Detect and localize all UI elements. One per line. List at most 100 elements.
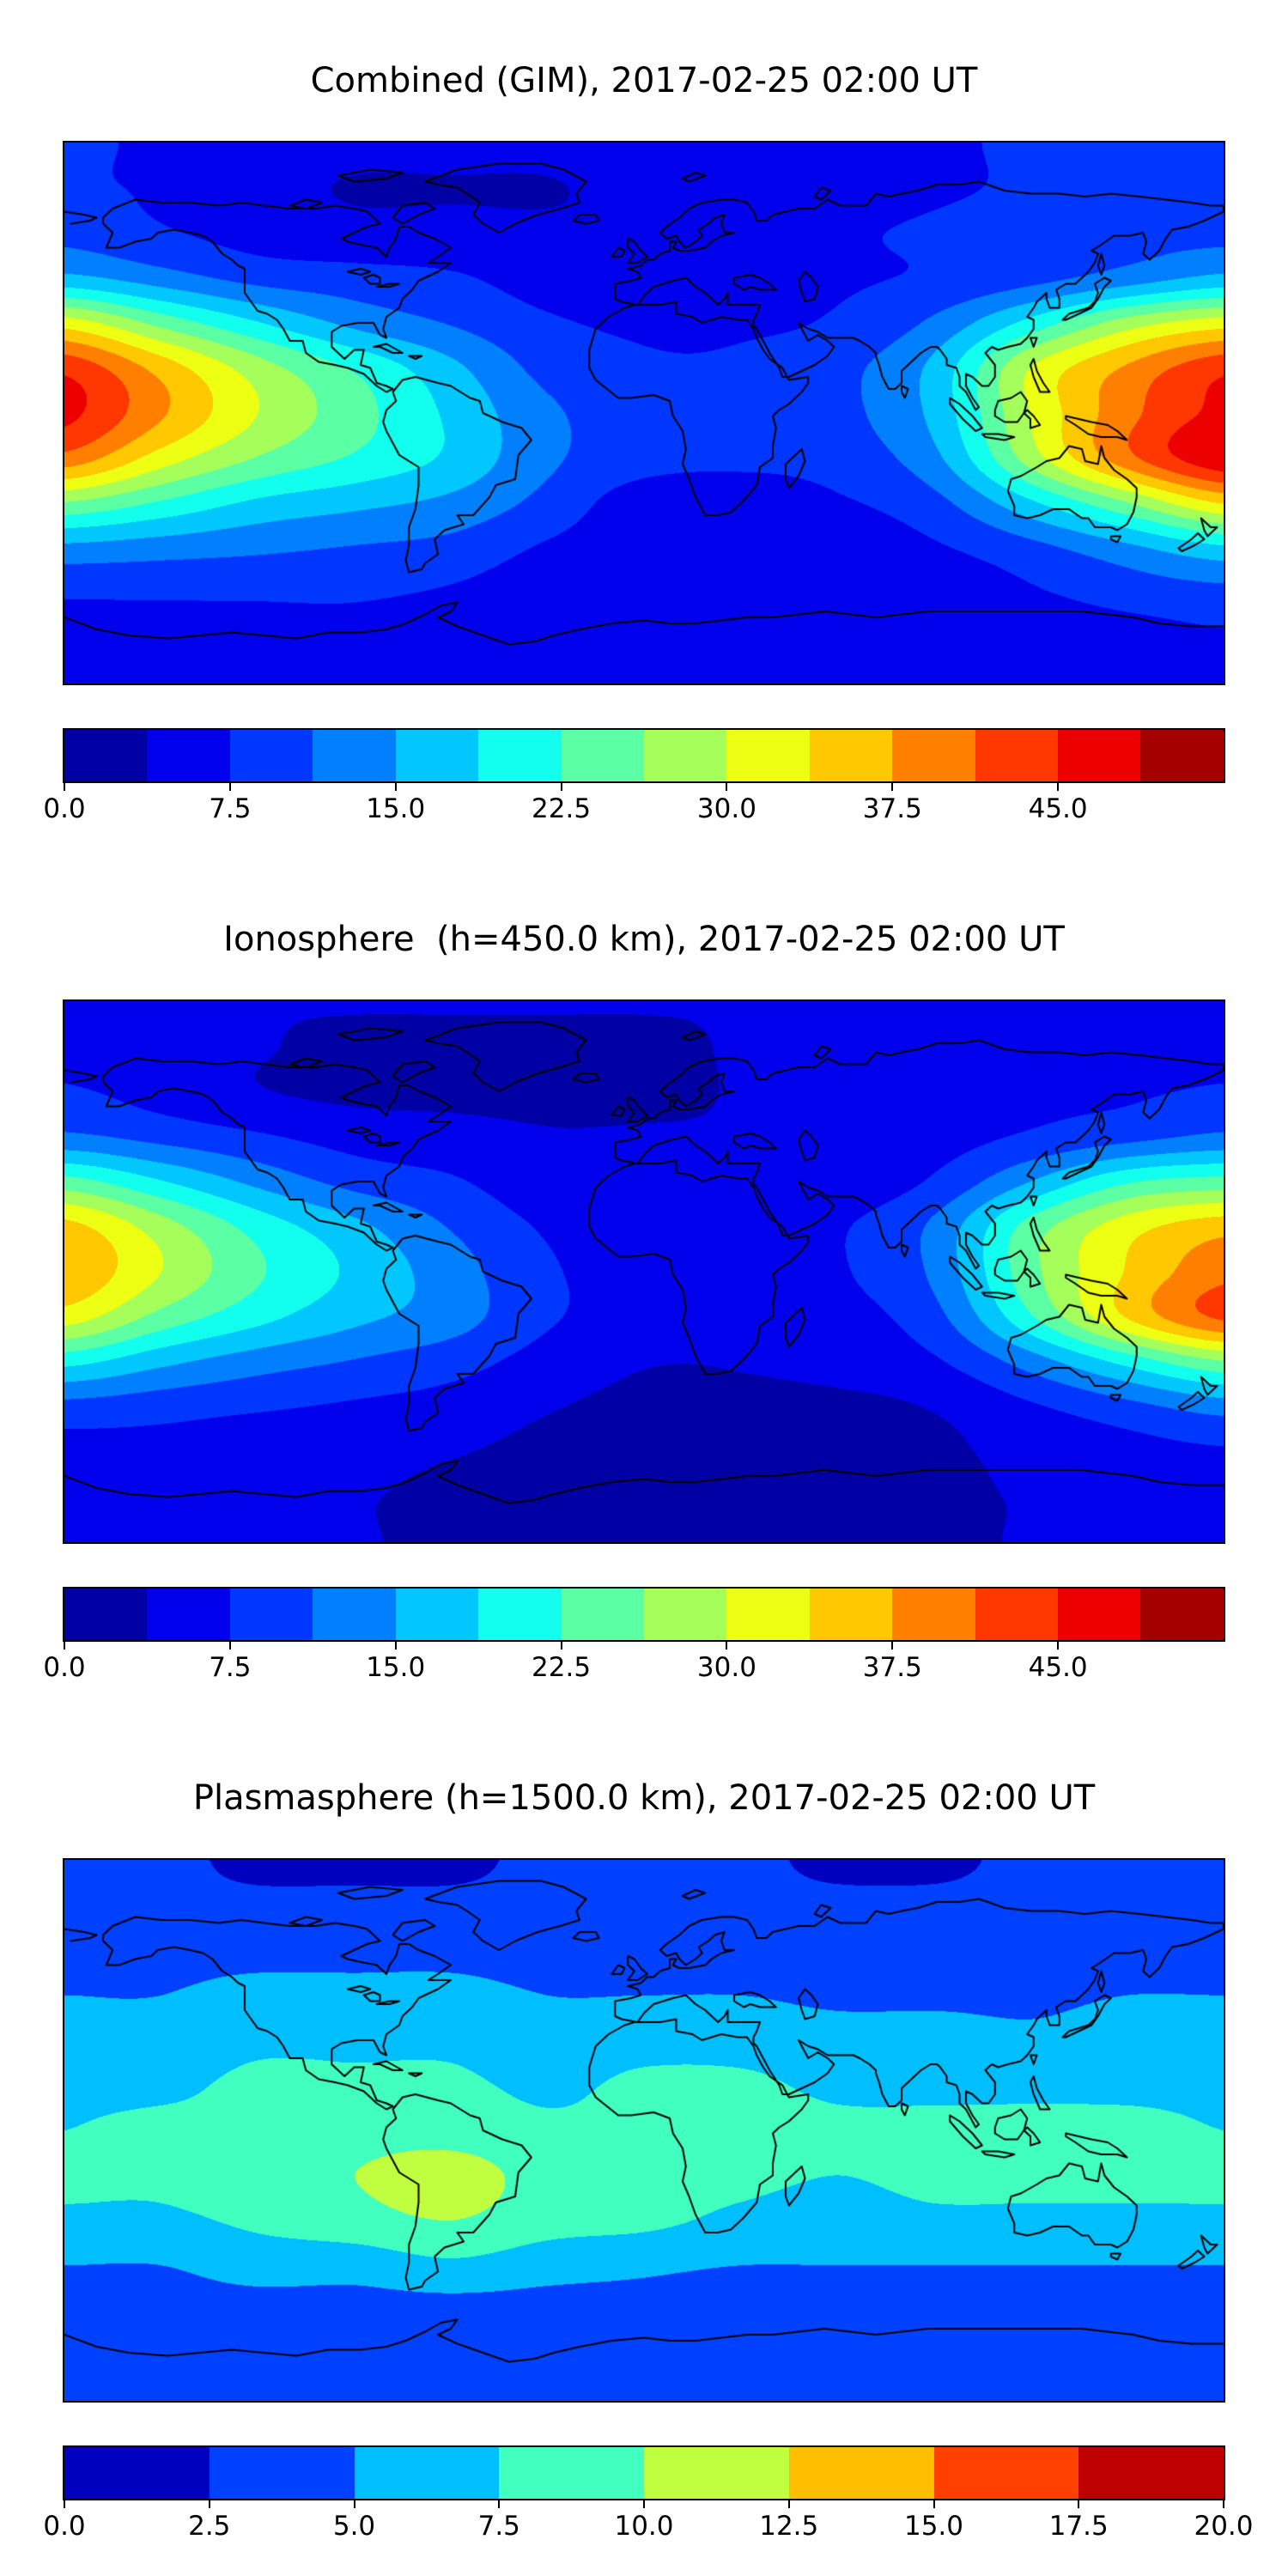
- colorbar-plasmasphere: [63, 2445, 1225, 2500]
- colorbar-segment: [64, 2447, 210, 2499]
- colorbar-segment: [64, 1589, 148, 1640]
- colorbar-tick-mark: [228, 783, 231, 791]
- colorbar-tick-label: 0.0: [43, 1652, 86, 1683]
- colorbar-tick-mark: [933, 2500, 935, 2508]
- colorbar-tick-mark: [643, 2500, 645, 2508]
- colorbar-tick-mark: [64, 783, 65, 791]
- map-canvas-combined: [63, 141, 1225, 685]
- colorbar-segment: [975, 730, 1059, 781]
- colorbar-tick-label: 12.5: [759, 2511, 819, 2542]
- colorbar-tick-label: 10.0: [614, 2511, 674, 2542]
- panel-title-ionosphere: Ionosphere (h=450.0 km), 2017-02-25 02:0…: [223, 920, 1065, 959]
- colorbar-segment: [726, 730, 810, 781]
- panel-combined: Combined (GIM), 2017-02-25 02:00 UT 0.0 7…: [0, 0, 1288, 859]
- colorbar-segment: [1140, 730, 1224, 781]
- colorbar-segment: [788, 2447, 934, 2499]
- colorbar-segment: [809, 1589, 893, 1640]
- colorbar-tick-mark: [353, 2500, 355, 2508]
- colorbar-tick-mark: [228, 1642, 231, 1649]
- colorbar-segment: [1058, 1589, 1141, 1640]
- colorbar-segment: [1058, 730, 1141, 781]
- colorbar-segment: [561, 1589, 644, 1640]
- colorbar-segment: [64, 730, 148, 781]
- colorbar-tick-label: 45.0: [1028, 793, 1088, 824]
- colorbar-segment: [644, 2447, 789, 2499]
- colorbar-tick-mark: [560, 1642, 562, 1649]
- colorbar-segment: [1140, 1589, 1224, 1640]
- colorbar-wrap-combined: 0.0 7.5 15.0 22.5 30.0 37.5 45.0: [43, 728, 1225, 828]
- colorbar-tick-label: 7.5: [477, 2511, 520, 2542]
- colorbar-tick-mark: [64, 1642, 65, 1649]
- colorbar-tick-label: 22.5: [532, 793, 592, 824]
- panel-ionosphere: Ionosphere (h=450.0 km), 2017-02-25 02:0…: [0, 859, 1288, 1717]
- colorbar-tick-mark: [1223, 2500, 1224, 2508]
- colorbar-segment: [561, 730, 644, 781]
- colorbar-segment: [229, 730, 313, 781]
- colorbar-tick-label: 15.0: [366, 793, 426, 824]
- colorbar-tick-label: 7.5: [209, 1652, 252, 1683]
- colorbar-segment: [229, 1589, 313, 1640]
- panel-plasmasphere: Plasmasphere (h=1500.0 km), 2017-02-25 0…: [0, 1717, 1288, 2576]
- colorbar-segment: [892, 730, 975, 781]
- colorbar-tick-label: 0.0: [43, 2511, 86, 2542]
- colorbar-tick-mark: [787, 2500, 790, 2508]
- colorbar-tick-label: 20.0: [1194, 2511, 1254, 2542]
- colorbar-ticks-combined: 0.0 7.5 15.0 22.5 30.0 37.5 45.0: [43, 783, 1224, 828]
- panel-title-plasmasphere: Plasmasphere (h=1500.0 km), 2017-02-25 0…: [192, 1778, 1096, 1818]
- colorbar-segment: [643, 730, 727, 781]
- colorbar-tick-label: 37.5: [862, 793, 922, 824]
- colorbar-tick-mark: [498, 2500, 501, 2508]
- map-canvas-plasmasphere: [63, 1858, 1225, 2403]
- colorbar-wrap-plasmasphere: 0.0 2.5 5.0 7.5 10.0 12.5 15.0 17.5 20.0: [43, 2445, 1254, 2545]
- colorbar-combined: [63, 728, 1225, 783]
- colorbar-tick-label: 7.5: [209, 793, 252, 824]
- colorbar-wrap-ionosphere: 0.0 7.5 15.0 22.5 30.0 37.5 45.0: [43, 1587, 1225, 1686]
- map-canvas-ionosphere: [63, 999, 1225, 1544]
- colorbar-segment: [354, 2447, 500, 2499]
- colorbar-segment: [147, 1589, 230, 1640]
- colorbar-segment: [478, 730, 562, 781]
- colorbar-tick-mark: [64, 2500, 65, 2508]
- colorbar-segment: [395, 730, 479, 781]
- colorbar-tick-label: 37.5: [862, 1652, 922, 1683]
- colorbar-tick-label: 22.5: [532, 1652, 592, 1683]
- colorbar-tick-mark: [394, 1642, 397, 1649]
- colorbar-tick-mark: [891, 1642, 894, 1649]
- colorbar-segment: [478, 1589, 562, 1640]
- colorbar-tick-label: 30.0: [696, 793, 756, 824]
- colorbar-tick-mark: [726, 1642, 728, 1649]
- colorbar-tick-label: 17.5: [1048, 2511, 1109, 2542]
- colorbar-segment: [313, 1589, 396, 1640]
- colorbar-segment: [147, 730, 230, 781]
- colorbar-tick-mark: [394, 783, 397, 791]
- colorbar-tick-mark: [560, 783, 562, 791]
- colorbar-tick-label: 15.0: [903, 2511, 964, 2542]
- colorbar-segment: [933, 2447, 1079, 2499]
- colorbar-tick-label: 45.0: [1028, 1652, 1088, 1683]
- colorbar-ticks-plasmasphere: 0.0 2.5 5.0 7.5 10.0 12.5 15.0 17.5 20.0: [43, 2500, 1254, 2545]
- colorbar-tick-label: 2.5: [188, 2511, 231, 2542]
- colorbar-segment: [809, 730, 893, 781]
- colorbar-tick-mark: [1057, 1642, 1060, 1649]
- colorbar-ticks-ionosphere: 0.0 7.5 15.0 22.5 30.0 37.5 45.0: [43, 1642, 1224, 1686]
- panel-title-combined: Combined (GIM), 2017-02-25 02:00 UT: [310, 61, 978, 100]
- colorbar-tick-mark: [726, 783, 728, 791]
- colorbar-segment: [313, 730, 396, 781]
- colorbar-tick-label: 5.0: [332, 2511, 376, 2542]
- colorbar-tick-mark: [1078, 2500, 1080, 2508]
- colorbar-tick-mark: [1057, 783, 1060, 791]
- colorbar-segment: [395, 1589, 479, 1640]
- colorbar-tick-mark: [208, 2500, 210, 2508]
- colorbar-segment: [975, 1589, 1059, 1640]
- colorbar-segment: [499, 2447, 644, 2499]
- colorbar-tick-label: 15.0: [366, 1652, 426, 1683]
- colorbar-segment: [726, 1589, 810, 1640]
- colorbar-segment: [1078, 2447, 1224, 2499]
- colorbar-segment: [892, 1589, 975, 1640]
- colorbar-tick-label: 30.0: [696, 1652, 756, 1683]
- colorbar-ionosphere: [63, 1587, 1225, 1642]
- colorbar-tick-mark: [891, 783, 894, 791]
- colorbar-segment: [209, 2447, 355, 2499]
- colorbar-tick-label: 0.0: [43, 793, 86, 824]
